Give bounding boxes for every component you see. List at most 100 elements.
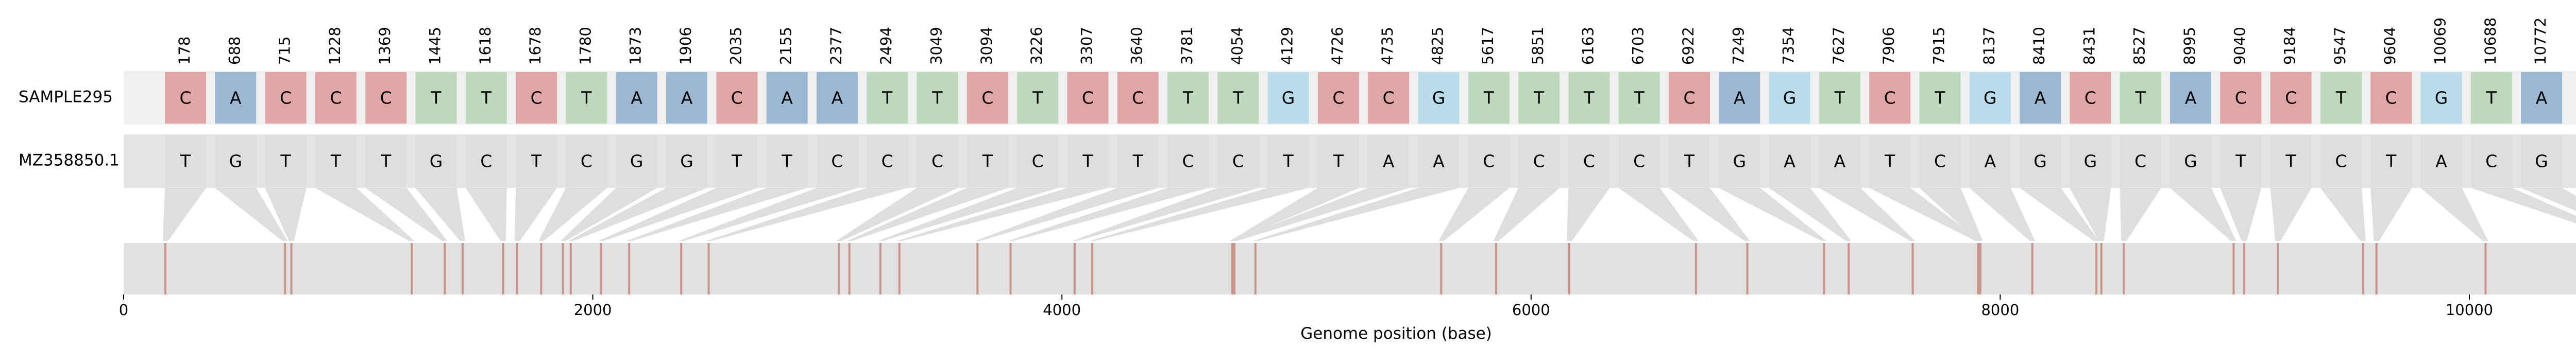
reference-base-cell bbox=[1017, 135, 1059, 187]
snp-connector bbox=[1567, 188, 1610, 241]
reference-base-cell bbox=[2420, 135, 2462, 187]
x-tick-label: 2000 bbox=[574, 301, 612, 319]
snp-connector bbox=[1719, 188, 1827, 241]
reference-base-cell bbox=[1568, 135, 1610, 187]
snp-connector bbox=[626, 188, 808, 241]
sample-base-label: T bbox=[1232, 88, 1244, 108]
sample-base-cell bbox=[2070, 72, 2111, 124]
sample-base-cell bbox=[2320, 72, 2362, 124]
snp-connector bbox=[315, 188, 415, 241]
reference-base-cell bbox=[917, 135, 958, 187]
reference-base-label: C bbox=[931, 151, 943, 171]
snp-connector bbox=[2070, 188, 2111, 241]
snp-position-label: 1780 bbox=[577, 27, 594, 65]
reference-base-cell bbox=[1518, 135, 1560, 187]
sample-base-label: C bbox=[280, 88, 292, 108]
reference-base-label: G bbox=[630, 151, 643, 171]
sample-base-label: T bbox=[1182, 88, 1194, 108]
reference-base-label: C bbox=[2134, 151, 2146, 171]
reference-base-label: C bbox=[1934, 151, 1946, 171]
connector-group bbox=[163, 188, 2576, 241]
snp-position-label: 9604 bbox=[2381, 27, 2399, 65]
snp-connector bbox=[846, 188, 1008, 241]
snp-connector bbox=[465, 188, 507, 241]
snp-position-label: 1906 bbox=[677, 27, 694, 65]
reference-base-label: T bbox=[330, 151, 342, 171]
snp-connector bbox=[2220, 188, 2262, 241]
sample-base-cell bbox=[265, 72, 307, 124]
snp-position-label: 7249 bbox=[1730, 27, 1747, 65]
sample-base-cell bbox=[716, 72, 758, 124]
snp-position-label: 4735 bbox=[1379, 27, 1396, 65]
reference-base-label: C bbox=[581, 151, 592, 171]
reference-base-label: T bbox=[380, 151, 392, 171]
reference-base-label: C bbox=[882, 151, 893, 171]
snp-position-label: 1369 bbox=[376, 27, 394, 65]
reference-base-cell bbox=[516, 135, 557, 187]
sample-base-cell bbox=[1719, 72, 1760, 124]
sample-base-label: C bbox=[330, 88, 342, 108]
reference-base-label: G bbox=[1733, 151, 1747, 171]
sample-base-label: A bbox=[2185, 88, 2197, 108]
reference-base-cell bbox=[1919, 135, 1961, 187]
reference-base-cell bbox=[315, 135, 357, 187]
sample-base-cell bbox=[1769, 72, 1810, 124]
reference-base-label: G bbox=[680, 151, 693, 171]
snp-position-label: 4825 bbox=[1429, 27, 1447, 65]
reference-base-cell bbox=[967, 135, 1008, 187]
sample-base-cell bbox=[2521, 72, 2563, 124]
snp-position-label: 4054 bbox=[1228, 27, 1246, 65]
snp-position-label: 1618 bbox=[477, 27, 494, 65]
reference-base-label: T bbox=[782, 151, 793, 171]
sample-base-label: A bbox=[2035, 88, 2046, 108]
sample-base-label: A bbox=[230, 88, 242, 108]
sample-base-label: T bbox=[430, 88, 442, 108]
snp-position-label: 7915 bbox=[1930, 27, 1948, 65]
reference-base-cell bbox=[415, 135, 457, 187]
reference-base-label: A bbox=[1784, 151, 1795, 171]
sample-base-label: T bbox=[1634, 88, 1645, 108]
sample-base-cell bbox=[1819, 72, 1860, 124]
sample-base-cell bbox=[516, 72, 557, 124]
reference-base-label: G bbox=[430, 151, 443, 171]
snp-connector bbox=[1869, 188, 1981, 241]
reference-base-label: C bbox=[1583, 151, 1595, 171]
reference-base-cell bbox=[265, 135, 307, 187]
snp-connector bbox=[2320, 188, 2366, 241]
reference-base-cell bbox=[465, 135, 507, 187]
snp-position-label: 4129 bbox=[1279, 27, 1296, 65]
reference-base-cell bbox=[215, 135, 257, 187]
reference-base-cell bbox=[766, 135, 808, 187]
reference-base-cell bbox=[1317, 135, 1359, 187]
snp-position-label: 2155 bbox=[777, 27, 795, 65]
reference-base-cell bbox=[616, 135, 657, 187]
snp-connector bbox=[1919, 188, 1983, 241]
sample-base-cell bbox=[1217, 72, 1259, 124]
sample-base-label: G bbox=[1432, 88, 1446, 108]
sample-base-cell bbox=[616, 72, 657, 124]
x-axis-title: Genome position (base) bbox=[1300, 324, 1492, 343]
snp-position-label: 5851 bbox=[1529, 27, 1547, 65]
sample-base-cell bbox=[867, 72, 908, 124]
sample-base-label: C bbox=[2084, 88, 2096, 108]
snp-position-label: 3094 bbox=[978, 27, 995, 65]
sample-base-cell bbox=[2470, 72, 2512, 124]
x-tick-label: 10000 bbox=[2446, 301, 2493, 319]
reference-base-label: C bbox=[480, 151, 492, 171]
reference-base-label: C bbox=[2335, 151, 2347, 171]
sample-base-label: A bbox=[1734, 88, 1745, 108]
reference-base-label: G bbox=[2033, 151, 2047, 171]
reference-base-cell bbox=[1969, 135, 2011, 187]
x-tick-label: 6000 bbox=[1512, 301, 1550, 319]
reference-base-cell bbox=[1418, 135, 1460, 187]
reference-base-label: C bbox=[1182, 151, 1194, 171]
sample-base-cell bbox=[415, 72, 457, 124]
sample-base-label: G bbox=[2435, 88, 2448, 108]
reference-base-cell bbox=[2470, 135, 2512, 187]
sample-base-label: T bbox=[1483, 88, 1495, 108]
sample-base-cell bbox=[165, 72, 206, 124]
reference-base-cell bbox=[1869, 135, 1911, 187]
sample-base-label: T bbox=[1583, 88, 1595, 108]
reference-base-cell bbox=[1117, 135, 1159, 187]
